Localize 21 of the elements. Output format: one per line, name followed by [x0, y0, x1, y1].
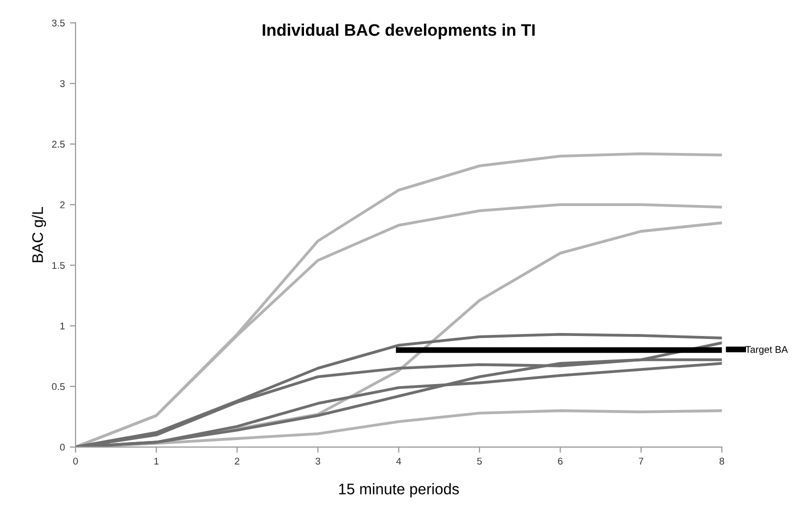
chart-title: Individual BAC developments in TI — [262, 24, 535, 40]
x-tick-label: 1 — [154, 458, 159, 464]
y-tick-label: 3.5 — [52, 20, 65, 26]
x-axis-title: 15 minute periods — [339, 483, 459, 498]
y-tick-label: 1 — [60, 322, 65, 330]
y-tick-label: 2 — [60, 201, 65, 208]
y-tick-label: 3 — [60, 80, 65, 88]
x-tick-label: 7 — [638, 458, 644, 464]
y-tick-label: 2.5 — [52, 140, 65, 148]
y-axis-title: BAC g/L — [32, 207, 46, 262]
x-tick-label: 4 — [396, 458, 402, 464]
x-tick-label: 3 — [316, 458, 320, 465]
x-tick-label: 6 — [558, 458, 563, 465]
y-tick-label: 0.5 — [52, 383, 65, 390]
y-tick-label: 0 — [60, 444, 65, 451]
x-tick-label: 0 — [73, 458, 78, 465]
x-tick-label: 2 — [234, 458, 240, 464]
y-tick-label: 1.5 — [52, 262, 65, 269]
x-tick-label: 8 — [720, 458, 724, 465]
x-tick-label: 5 — [477, 458, 482, 465]
legend-label: Target BA — [745, 346, 788, 355]
